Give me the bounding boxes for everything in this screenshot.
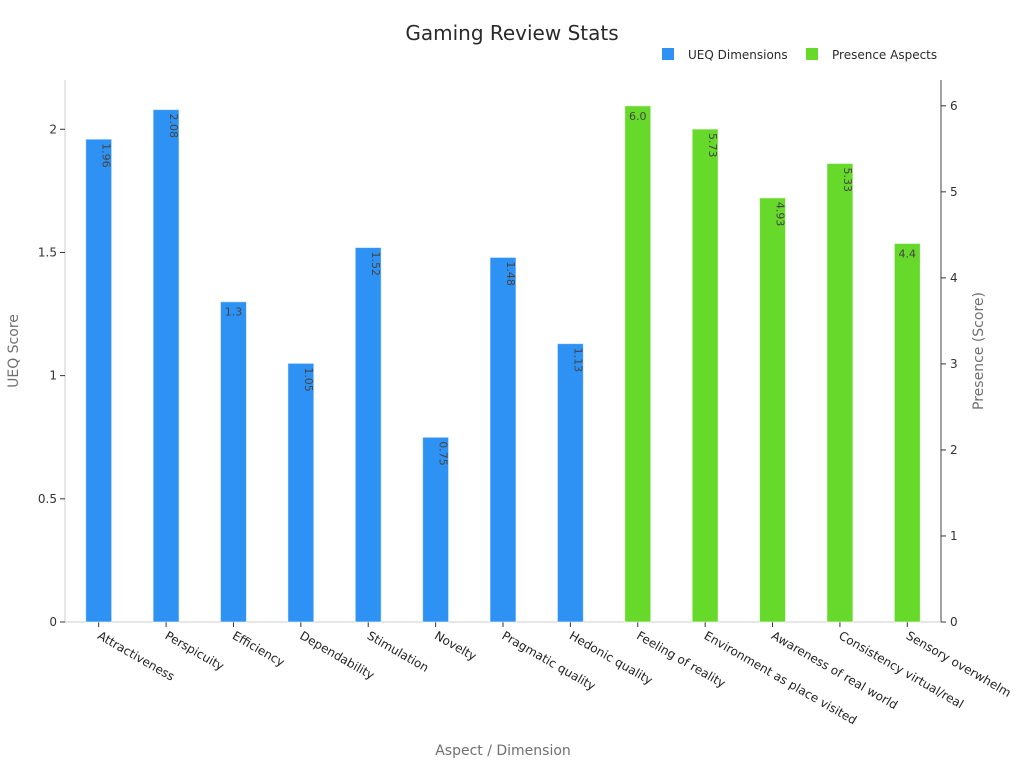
bar-ueq xyxy=(489,256,517,623)
y-right-axis-title: Presence (Score) xyxy=(971,292,987,410)
y-right-tick-label: 6 xyxy=(950,99,958,113)
bar-value-label: 4.93 xyxy=(774,202,787,227)
bar-ueq xyxy=(422,436,450,623)
bar-value-label: 5.33 xyxy=(841,167,854,192)
value-labels-group: 1.96 2.08 1.3 1.05 1.52 0.75 1.48 1.13 6.0 5.73 4.… xyxy=(100,110,916,466)
bar-value-label: 5.73 xyxy=(706,133,719,158)
y-left-axis-title: UEQ Score xyxy=(6,314,22,388)
bar-ueq xyxy=(85,138,113,623)
bar-presence xyxy=(826,162,854,623)
bars-group xyxy=(85,105,921,623)
bar-value-label: 0.75 xyxy=(437,441,450,466)
y-right-tick-label: 0 xyxy=(950,615,958,629)
legend-label-presence: Presence Aspects xyxy=(832,48,937,62)
bar-presence xyxy=(624,105,652,623)
bar-value-label: 4.4 xyxy=(899,247,917,260)
bar-ueq xyxy=(219,301,247,623)
y-right-tick-label: 2 xyxy=(950,443,958,457)
x-tick-label: Consistency virtual/real xyxy=(836,628,966,711)
legend-swatch-ueq xyxy=(662,48,674,60)
legend: UEQ Dimensions Presence Aspects xyxy=(662,48,937,62)
legend-label-ueq: UEQ Dimensions xyxy=(688,48,788,62)
bar-ueq xyxy=(556,343,584,623)
x-tick-label: Awareness of real world xyxy=(769,628,900,712)
bar-ueq xyxy=(152,109,180,623)
x-tick-label: Dependability xyxy=(297,628,376,682)
bar-value-label: 1.3 xyxy=(225,306,243,319)
bar-ueq xyxy=(287,362,315,623)
chart-title: Gaming Review Stats xyxy=(405,21,618,45)
x-axis-title: Aspect / Dimension xyxy=(435,743,571,759)
bar-presence xyxy=(691,128,719,623)
bar-ueq xyxy=(354,247,382,623)
bar-value-label: 1.05 xyxy=(302,367,315,392)
bar-presence xyxy=(759,197,787,623)
y-right-tick-label: 3 xyxy=(950,357,958,371)
bar-value-label: 1.48 xyxy=(504,261,517,286)
y-left-tick-label: 0 xyxy=(49,615,57,629)
y-right-tick-label: 5 xyxy=(950,185,958,199)
x-tick-label: Sensory overwhelm xyxy=(904,628,1014,699)
bar-value-label: 1.52 xyxy=(369,252,382,277)
legend-swatch-presence xyxy=(806,48,818,60)
y-left-tick-label: 0.5 xyxy=(38,492,57,506)
bar-value-label: 1.13 xyxy=(571,348,584,373)
bar-value-label: 2.08 xyxy=(167,114,180,138)
y-left-tick-label: 1.5 xyxy=(38,245,57,259)
bar-value-label: 1.96 xyxy=(100,143,113,168)
y-left-tick-label: 2 xyxy=(49,122,57,136)
y-right-tick-label: 4 xyxy=(950,271,958,285)
y-left-tick-label: 1 xyxy=(49,369,57,383)
x-tick-label: Perspicuity xyxy=(163,628,227,673)
bar-value-label: 6.0 xyxy=(629,110,647,123)
x-tick-label: Efficiency xyxy=(230,628,287,669)
y-right-tick-label: 1 xyxy=(950,529,958,543)
x-tick-label: Novelty xyxy=(432,628,479,663)
axes-group: 00.511.520123456AttractivenessPerspicuit… xyxy=(38,80,1014,727)
x-tick-label: Stimulation xyxy=(365,628,431,674)
bar-presence xyxy=(893,242,921,623)
